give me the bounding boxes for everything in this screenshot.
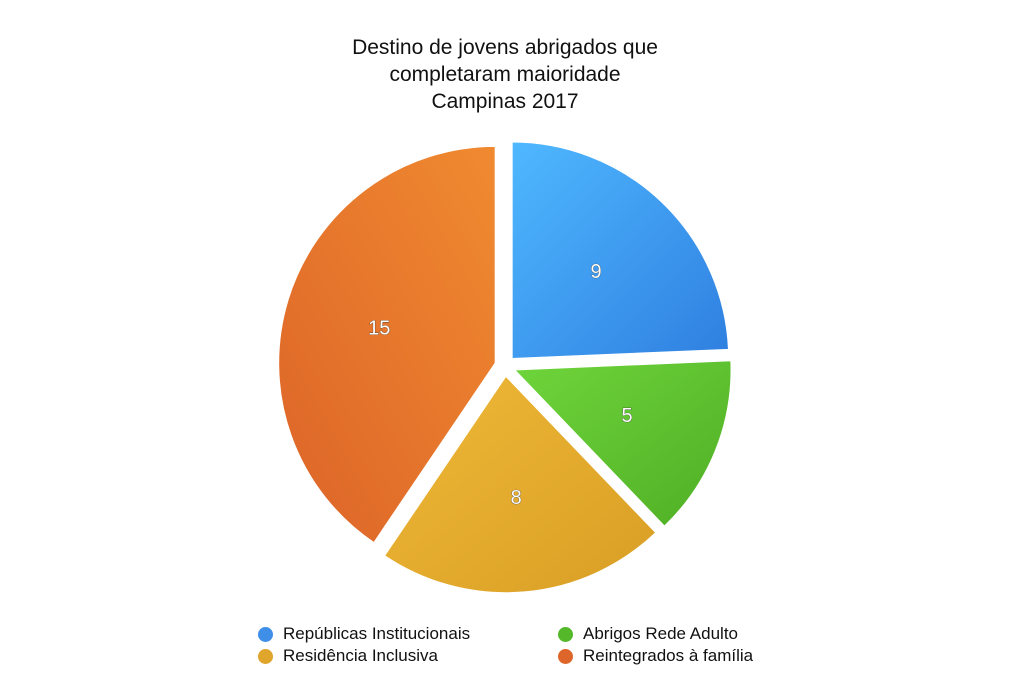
data-label-residencia: 8 <box>511 487 522 509</box>
legend-label-reintegrados: Reintegrados à família <box>583 646 754 665</box>
legend-swatch-republicas <box>258 626 273 642</box>
data-label-abrigos: 5 <box>621 405 632 427</box>
legend-swatch-abrigos <box>558 626 573 642</box>
slice-abrigos <box>512 359 733 528</box>
legend-item-reintegrados: Reintegrados à família <box>558 646 753 666</box>
legend-item-republicas: Repúblicas Institucionais <box>258 624 470 644</box>
data-label-republicas: 9 <box>590 261 601 283</box>
chart-title-line-3: Campinas 2017 <box>431 90 579 113</box>
legend-item-residencia: Residência Inclusiva <box>258 646 438 666</box>
legend-label-abrigos: Abrigos Rede Adulto <box>583 624 738 643</box>
slice-residencia <box>383 374 658 594</box>
data-label-reintegrados: 15 <box>368 317 390 339</box>
legend-item-abrigos: Abrigos Rede Adulto <box>558 624 738 644</box>
legend-label-residencia: Residência Inclusiva <box>283 646 438 665</box>
legend-label-republicas: Repúblicas Institucionais <box>283 624 471 643</box>
chart-title: Destino de jovens abrigados que completa… <box>0 34 1010 115</box>
chart-title-line-2: completaram maioridade <box>389 63 621 86</box>
chart-title-line-1: Destino de jovens abrigados que <box>352 36 658 59</box>
slice-reintegrados <box>277 145 497 544</box>
slice-republicas <box>511 141 730 360</box>
legend-swatch-reintegrados <box>558 648 573 664</box>
legend-swatch-residencia <box>258 648 273 664</box>
